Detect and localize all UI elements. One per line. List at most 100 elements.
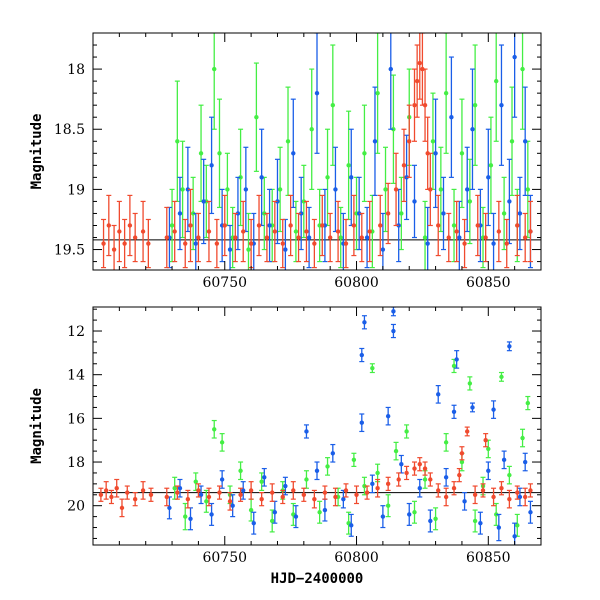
data-point-marker — [491, 494, 496, 500]
top-series-2-point-2 — [177, 176, 183, 251]
data-point-marker — [264, 235, 270, 240]
bottom-series-1-point-25 — [404, 424, 410, 439]
top-series-1-point-21 — [317, 188, 323, 263]
top-series-3-point-21 — [256, 194, 262, 257]
top-series-2-point-15 — [282, 218, 288, 270]
top-series-2 — [166, 33, 533, 270]
data-point-marker — [338, 235, 343, 240]
top-series-3-point-16 — [214, 218, 220, 269]
data-point-marker — [349, 175, 354, 180]
bottom-series-3-point-3 — [108, 489, 114, 505]
top-series-1-point-13 — [253, 62, 259, 172]
top-series-1-point-45 — [501, 176, 507, 251]
bottom-series-3-point-28 — [354, 485, 360, 505]
data-point-marker — [98, 492, 104, 497]
data-point-marker — [198, 492, 204, 497]
data-point-marker — [280, 494, 285, 500]
bottom-series-2-point-2 — [177, 478, 183, 498]
top-series-1-point-3 — [180, 140, 186, 239]
bottom-series-1-point-32 — [467, 376, 473, 391]
bottom-series-2-point-8 — [240, 481, 246, 500]
bottom-series-2-point-14 — [303, 424, 309, 439]
bottom-series-3-point-27 — [343, 483, 349, 498]
bottom-series-1-point-19 — [351, 452, 357, 467]
data-point-marker — [185, 496, 191, 502]
data-point-marker — [470, 127, 475, 132]
data-point-marker — [501, 211, 507, 216]
top-y-axis-label: Magnitude — [29, 114, 45, 190]
bottom-series-3-point-12 — [185, 489, 191, 509]
bottom-y-tick-label-2: 14 — [67, 368, 85, 384]
data-point-marker — [330, 102, 336, 108]
data-point-marker — [425, 151, 430, 156]
data-point-marker — [507, 496, 512, 502]
bottom-series-1-point-16 — [325, 457, 331, 476]
top-series-1 — [169, 33, 531, 270]
bottom-series-3-point-39 — [443, 487, 449, 507]
data-point-marker — [462, 499, 467, 504]
bottom-series-3-point-46 — [483, 433, 489, 448]
bottom-series-3-point-21 — [280, 489, 286, 505]
bottom-series-1-point-36 — [493, 502, 499, 526]
top-series-3-point-6 — [127, 194, 133, 257]
data-point-marker — [349, 523, 354, 528]
data-point-marker — [457, 235, 462, 240]
data-point-marker — [304, 229, 309, 234]
data-point-marker — [343, 241, 349, 246]
bottom-series-1-point-22 — [375, 463, 381, 483]
top-series-2-point-46 — [522, 86, 528, 197]
data-point-marker — [512, 534, 517, 539]
data-point-marker — [370, 365, 375, 371]
data-point-marker — [428, 187, 433, 192]
data-point-marker — [356, 211, 362, 216]
data-point-marker — [262, 211, 267, 216]
data-point-marker — [507, 472, 512, 478]
top-series-2-point-23 — [348, 128, 354, 227]
bottom-series-2-point-1 — [166, 496, 172, 520]
data-point-marker — [515, 523, 520, 528]
data-point-marker — [465, 429, 470, 434]
data-point-marker — [117, 229, 122, 234]
data-point-marker — [219, 477, 225, 482]
bottom-series-2-point-32 — [435, 385, 441, 404]
bottom-y-axis-label: Magnitude — [29, 388, 45, 464]
data-point-marker — [417, 486, 422, 491]
data-point-marker — [285, 139, 291, 144]
bottom-series-3-point-20 — [269, 483, 275, 502]
bottom-x-axis-label: HJD−2400000 — [271, 571, 364, 587]
data-point-marker — [180, 187, 185, 192]
data-point-marker — [496, 525, 502, 530]
data-point-marker — [512, 54, 517, 60]
data-point-marker — [443, 440, 449, 445]
top-series-2-point-24 — [356, 176, 362, 251]
data-point-marker — [209, 512, 214, 517]
data-point-marker — [225, 187, 230, 192]
data-point-marker — [167, 505, 172, 511]
data-point-marker — [238, 468, 243, 473]
top-series-3-point-36 — [377, 194, 383, 257]
data-point-marker — [525, 400, 531, 406]
data-point-marker — [472, 492, 478, 497]
data-point-marker — [106, 223, 112, 228]
top-series-1-point-24 — [338, 206, 344, 269]
bottom-series-2-point-7 — [230, 494, 236, 518]
data-point-marker — [314, 90, 320, 96]
top-series-3-point-32 — [343, 218, 349, 269]
bottom-series-2-point-21 — [359, 413, 365, 433]
bottom-series-3-point-31 — [385, 476, 391, 492]
data-point-marker — [283, 247, 288, 252]
top-series-3-point-55 — [504, 218, 510, 269]
bottom-series-2-point-47 — [527, 500, 533, 524]
data-point-marker — [449, 115, 454, 120]
data-point-marker — [467, 199, 473, 204]
bottom-series-3-point-32 — [396, 472, 402, 487]
bottom-series-2-point-38 — [477, 511, 483, 535]
top-series-2-point-12 — [259, 128, 265, 227]
bottom-series-2-point-33 — [443, 467, 449, 487]
top-series-2-point-34 — [440, 176, 446, 251]
top-series-1-point-38 — [451, 188, 457, 263]
bottom-series-1-point-10 — [259, 472, 265, 492]
data-point-marker — [378, 223, 383, 228]
bottom-series-2-point-43 — [506, 341, 512, 352]
